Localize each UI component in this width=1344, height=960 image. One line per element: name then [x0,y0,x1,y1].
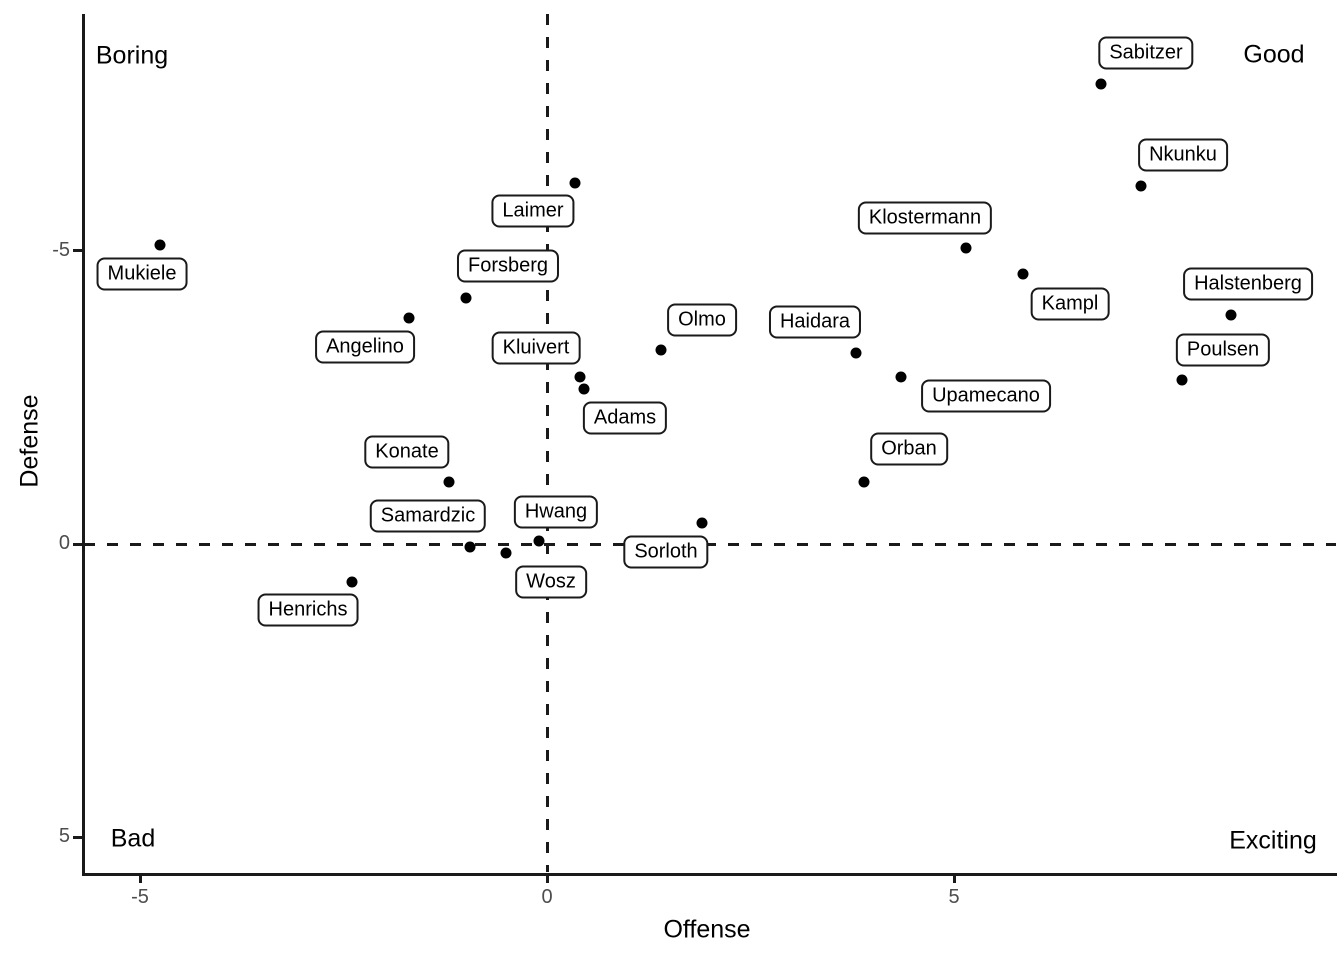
point-label-klostermann: Klostermann [857,201,993,235]
data-point-upamecano [895,371,907,383]
x-axis-tick-label: -5 [131,886,149,908]
x-axis-tick-label: 0 [541,886,553,908]
point-label-nkunku: Nkunku [1138,138,1228,172]
point-label-samardzic: Samardzic [369,499,487,533]
point-label-kampl: Kampl [1030,287,1110,321]
data-point-mukiele [154,239,166,251]
point-label-halstenberg: Halstenberg [1183,267,1313,301]
x-axis-tick-label: 5 [948,886,960,908]
quadrant-label-bad: Bad [110,824,156,853]
point-label-poulsen: Poulsen [1175,333,1271,367]
data-point-adams [578,383,590,395]
y-axis-line [81,14,85,875]
point-label-olmo: Olmo [667,303,737,337]
data-point-haidara [850,347,862,359]
data-point-sorloth [696,517,708,529]
point-label-wosz: Wosz [515,565,587,599]
point-label-henrichs: Henrichs [257,593,359,627]
point-label-forsberg: Forsberg [456,249,560,283]
point-label-sabitzer: Sabitzer [1098,36,1194,70]
point-label-mukiele: Mukiele [96,257,188,291]
data-point-kampl [1017,268,1029,280]
data-point-nkunku [1135,180,1147,192]
point-label-adams: Adams [582,401,668,435]
point-label-sorloth: Sorloth [623,535,709,569]
offense-zero-reference-line [545,14,549,872]
point-label-laimer: Laimer [491,194,575,228]
y-axis-tick-mark [73,835,82,839]
data-point-olmo [655,344,667,356]
y-axis-tick-mark [73,542,82,546]
x-axis-tick-mark [545,874,549,883]
quadrant-label-good: Good [1243,40,1305,69]
y-axis-tick-label: 0 [58,532,70,555]
data-point-samardzic [464,541,476,553]
y-axis-tick-label: 5 [58,825,70,848]
data-point-kluivert [574,371,586,383]
data-point-wosz [500,547,512,559]
data-point-laimer [569,177,581,189]
x-axis-tick-mark [138,874,142,883]
data-point-halstenberg [1225,309,1237,321]
point-label-kluivert: Kluivert [491,331,581,365]
y-axis-tick-mark [73,249,82,253]
data-point-sabitzer [1095,78,1107,90]
data-point-henrichs [346,576,358,588]
data-point-klostermann [960,242,972,254]
point-label-haidara: Haidara [768,305,862,339]
quadrant-label-boring: Boring [95,41,169,70]
data-point-poulsen [1176,374,1188,386]
data-point-angelino [403,312,415,324]
data-point-hwang [533,535,545,547]
defense-zero-reference-line [84,542,1336,546]
y-axis-title: Defense [15,394,44,488]
y-axis-tick-label: -5 [52,238,70,261]
point-label-angelino: Angelino [315,330,415,364]
x-axis-title: Offense [663,915,751,944]
data-point-forsberg [460,292,472,304]
data-point-konate [443,476,455,488]
point-label-orban: Orban [870,432,948,466]
data-point-orban [858,476,870,488]
point-label-upamecano: Upamecano [921,379,1051,413]
point-label-konate: Konate [364,435,450,469]
point-label-hwang: Hwang [513,495,599,529]
x-axis-line [81,872,1337,876]
x-axis-tick-mark [952,874,956,883]
quadrant-label-exciting: Exciting [1229,826,1317,855]
